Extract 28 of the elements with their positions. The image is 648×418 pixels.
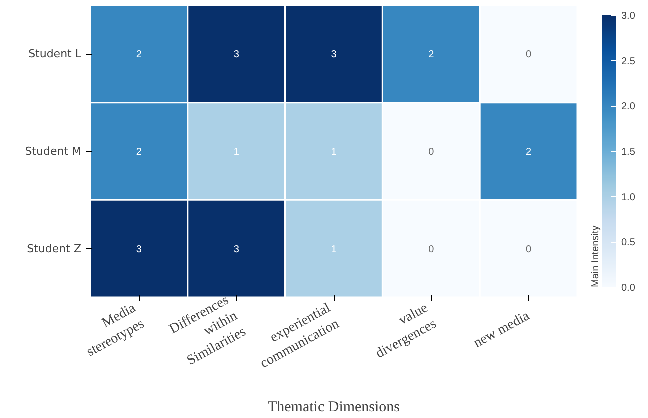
color-bar-label: 1.5 [622, 147, 636, 158]
color-bar-label: 1.0 [622, 192, 636, 204]
data-label: 0 [526, 50, 532, 61]
data-label: 1 [234, 147, 240, 158]
data-label: 2 [428, 50, 435, 61]
color-bar-title: Main Intensity [590, 226, 602, 288]
data-label: 3 [234, 244, 240, 256]
data-label: 1 [331, 244, 338, 256]
color-bar-label: 2.0 [622, 102, 636, 113]
y-tick-label: Student L [28, 48, 82, 61]
y-tick-label: Student Z [27, 242, 82, 256]
data-label: 3 [234, 50, 240, 61]
data-label: 2 [136, 147, 142, 158]
data-label: 1 [331, 147, 338, 158]
x-tick-label: new media [472, 308, 534, 352]
color-bar-label: 0.5 [622, 238, 636, 249]
data-label: 0 [428, 147, 435, 158]
color-bar-label: 3.0 [622, 11, 636, 22]
color-bar-label: 0.0 [622, 283, 636, 294]
data-label: 0 [526, 244, 532, 256]
data-label: 3 [136, 244, 142, 256]
data-label: 0 [428, 244, 435, 256]
y-tick-label: Student M [25, 145, 82, 158]
data-label: 3 [331, 50, 338, 61]
data-label: 2 [526, 147, 532, 158]
x-axis-title: Thematic Dimensions [268, 399, 400, 416]
data-label: 2 [136, 50, 142, 61]
color-bar-label: 2.5 [622, 56, 636, 68]
